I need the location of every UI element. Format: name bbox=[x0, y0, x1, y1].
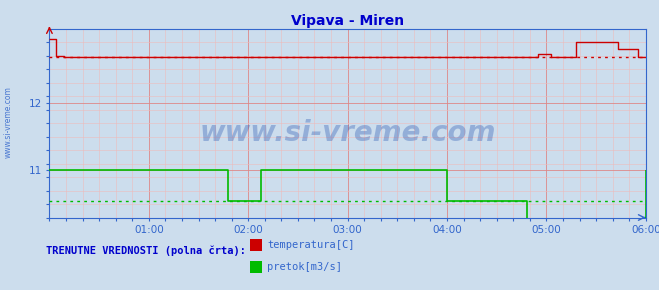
Text: www.si-vreme.com: www.si-vreme.com bbox=[200, 119, 496, 147]
Text: www.si-vreme.com: www.si-vreme.com bbox=[4, 86, 13, 158]
Text: temperatura[C]: temperatura[C] bbox=[267, 240, 355, 250]
Text: pretok[m3/s]: pretok[m3/s] bbox=[267, 262, 342, 272]
Text: TRENUTNE VREDNOSTI (polna črta):: TRENUTNE VREDNOSTI (polna črta): bbox=[46, 245, 246, 255]
Title: Vipava - Miren: Vipava - Miren bbox=[291, 14, 404, 28]
